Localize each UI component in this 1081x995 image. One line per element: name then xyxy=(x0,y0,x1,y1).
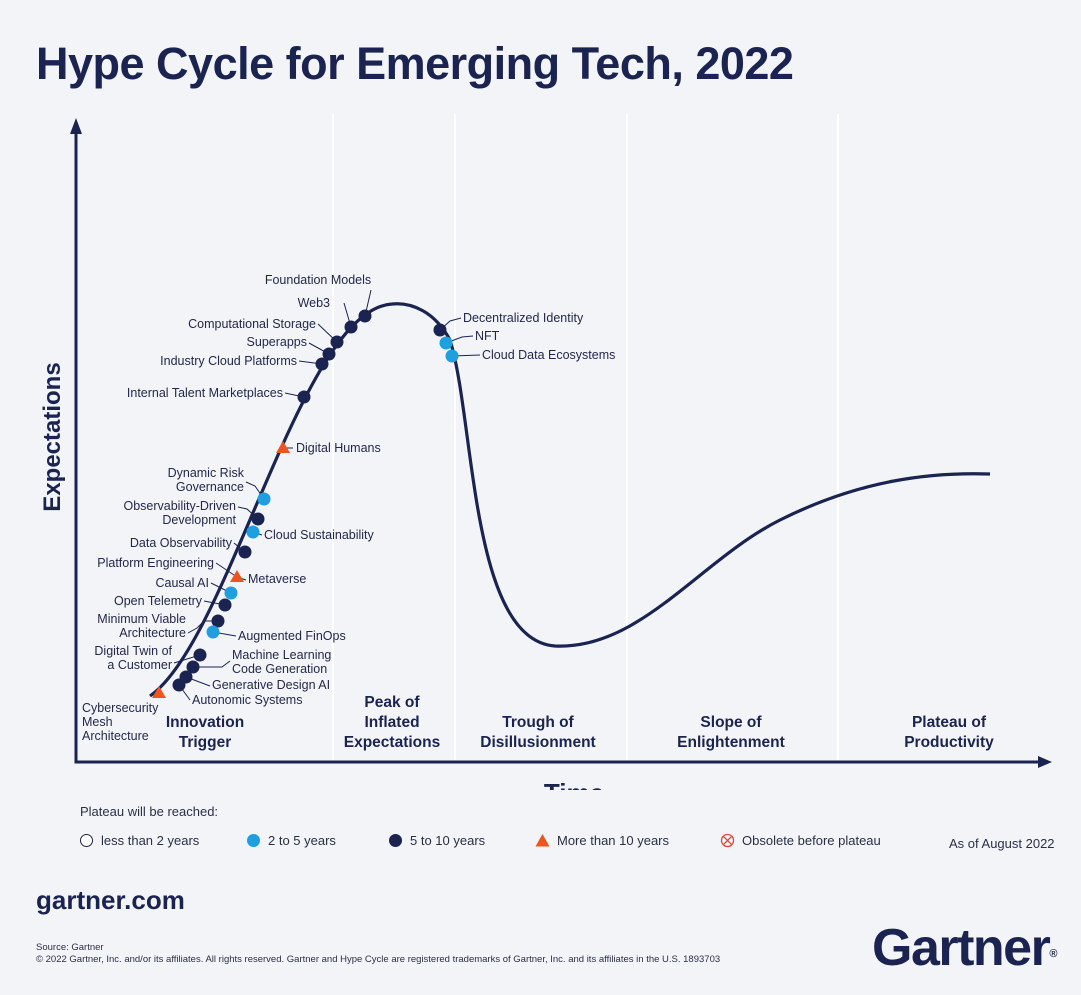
legend-marker-light-blue-circle xyxy=(247,834,260,847)
marker-dynamic-risk-governance xyxy=(257,492,271,506)
label-machine-learning-code-generation: Machine Learning Code Generation xyxy=(232,648,331,676)
source-line: Source: Gartner xyxy=(36,942,104,953)
marker-web3 xyxy=(344,320,358,334)
label-observability-driven-development: Observability-Driven Development xyxy=(123,499,236,527)
label-industry-cloud-platforms: Industry Cloud Platforms xyxy=(160,354,297,368)
legend-label: Obsolete before plateau xyxy=(742,833,881,848)
label-web3: Web3 xyxy=(298,296,330,310)
marker-nft xyxy=(439,336,453,350)
label-dynamic-risk-governance: Dynamic Risk Governance xyxy=(168,466,245,494)
hype-cycle-chart: Innovation Trigger Peak of Inflated Expectat… xyxy=(39,114,1052,790)
marker-autonomic-systems xyxy=(172,678,186,692)
marker-machine-learning-code-generation xyxy=(186,660,200,674)
legend-label: 2 to 5 years xyxy=(268,833,336,848)
legend-title: Plateau will be reached: xyxy=(80,804,219,819)
phase-label-2: Peak of Inflated Expectations xyxy=(344,694,440,751)
label-foundation-models: Foundation Models xyxy=(265,273,371,287)
marker-causal-ai xyxy=(224,586,238,600)
as-of-date: As of August 2022 xyxy=(949,836,1055,851)
phase-label-3: Trough of Disillusionment xyxy=(480,714,595,751)
label-cloud-sustainability: Cloud Sustainability xyxy=(264,528,375,542)
registered-mark: ® xyxy=(1049,948,1058,960)
legend-item-obsolete-before-plateau: Obsolete before plateau xyxy=(720,833,881,848)
chart-title: Hype Cycle for Emerging Tech, 2022 xyxy=(36,38,794,89)
label-digital-humans: Digital Humans xyxy=(296,441,381,455)
marker-augmented-finops xyxy=(206,625,220,639)
marker-internal-talent-marketplaces xyxy=(297,390,311,404)
legend-item-less-than-2-years: less than 2 years xyxy=(79,833,199,848)
phase-labels: Innovation Trigger Peak of Inflated Expectat… xyxy=(166,694,994,751)
legend-label: less than 2 years xyxy=(101,833,200,848)
technology-markers xyxy=(152,309,459,698)
y-axis-arrow xyxy=(70,118,82,134)
marker-open-telemetry xyxy=(218,598,232,612)
legend-label: More than 10 years xyxy=(557,833,670,848)
marker-platform-engineering xyxy=(230,570,244,582)
marker-observability-driven-development xyxy=(251,512,265,526)
legend-label: 5 to 10 years xyxy=(410,833,486,848)
x-axis-label: Time xyxy=(544,778,604,790)
logo-text: Gartner xyxy=(872,919,1051,977)
marker-data-observability xyxy=(238,545,252,559)
marker-superapps xyxy=(322,347,336,361)
marker-foundation-models xyxy=(358,309,372,323)
marker-minimum-viable-architecture xyxy=(211,614,225,628)
label-causal-ai: Causal AI xyxy=(155,576,209,590)
legend-marker-open-circle xyxy=(80,834,93,847)
source-note: Source: Gartner © 2022 Gartner, Inc. and… xyxy=(36,942,720,966)
leader-minimum-viable-architecture xyxy=(187,620,218,634)
marker-cloud-sustainability xyxy=(246,525,260,539)
legend-marker-navy-circle xyxy=(389,834,402,847)
marker-digital-twin-of-a-customer xyxy=(193,648,207,662)
marker-cloud-data-ecosystems xyxy=(445,349,459,363)
legend-item-5-to-10-years: 5 to 10 years xyxy=(388,833,485,848)
label-open-telemetry: Open Telemetry xyxy=(114,594,203,608)
gartner-logo: Gartner® xyxy=(872,918,1057,978)
label-cybersecurity-mesh-architecture: Cybersecurity Mesh Architecture xyxy=(82,701,159,743)
phase-label-5: Plateau of Productivity xyxy=(904,714,994,751)
legend: less than 2 years 2 to 5 years 5 to 10 yea… xyxy=(0,833,1081,853)
leader-machine-learning-code-generation xyxy=(193,660,231,668)
marker-digital-humans xyxy=(276,441,290,453)
label-superapps: Superapps xyxy=(247,335,307,349)
label-nft: NFT xyxy=(475,329,500,343)
phase-label-1: Innovation Trigger xyxy=(166,714,244,751)
marker-decentralized-identity xyxy=(433,323,447,337)
label-minimum-viable-architecture: Minimum Viable Architecture xyxy=(97,612,186,640)
legend-marker-orange-triangle xyxy=(535,834,550,847)
leader-platform-engineering xyxy=(215,562,238,578)
x-axis-arrow xyxy=(1038,756,1052,768)
label-computational-storage: Computational Storage xyxy=(188,317,316,331)
legend-item-more-than-10-years: More than 10 years xyxy=(535,833,669,848)
axes xyxy=(74,125,1047,764)
y-axis-label: Expectations xyxy=(39,362,66,511)
label-digital-twin-of-a-customer: Digital Twin of a Customer xyxy=(94,644,172,672)
site-link[interactable]: gartner.com xyxy=(36,885,185,915)
phase-label-4: Slope of Enlightenment xyxy=(677,714,785,751)
technology-labels: Foundation Models Web3 Computational Stora… xyxy=(82,273,615,743)
label-data-observability: Data Observability xyxy=(130,536,233,550)
hype-curve xyxy=(149,302,991,698)
legend-item-2-to-5-years: 2 to 5 years xyxy=(246,833,336,848)
label-decentralized-identity: Decentralized Identity xyxy=(463,311,584,325)
label-autonomic-systems: Autonomic Systems xyxy=(192,693,302,707)
phase-separators xyxy=(332,114,839,760)
label-platform-engineering: Platform Engineering xyxy=(97,556,214,570)
copyright-line: © 2022 Gartner, Inc. and/or its affiliat… xyxy=(36,954,721,965)
label-metaverse: Metaverse xyxy=(248,572,306,586)
label-generative-design-ai: Generative Design AI xyxy=(212,678,330,692)
marker-cybersecurity-mesh-architecture xyxy=(152,686,166,698)
marker-computational-storage xyxy=(330,335,344,349)
legend-marker-crossed-circle xyxy=(720,833,735,848)
label-augmented-finops: Augmented FinOps xyxy=(238,629,346,643)
marker-industry-cloud-platforms xyxy=(315,357,329,371)
label-cloud-data-ecosystems: Cloud Data Ecosystems xyxy=(482,348,615,362)
label-internal-talent-marketplaces: Internal Talent Marketplaces xyxy=(127,386,283,400)
